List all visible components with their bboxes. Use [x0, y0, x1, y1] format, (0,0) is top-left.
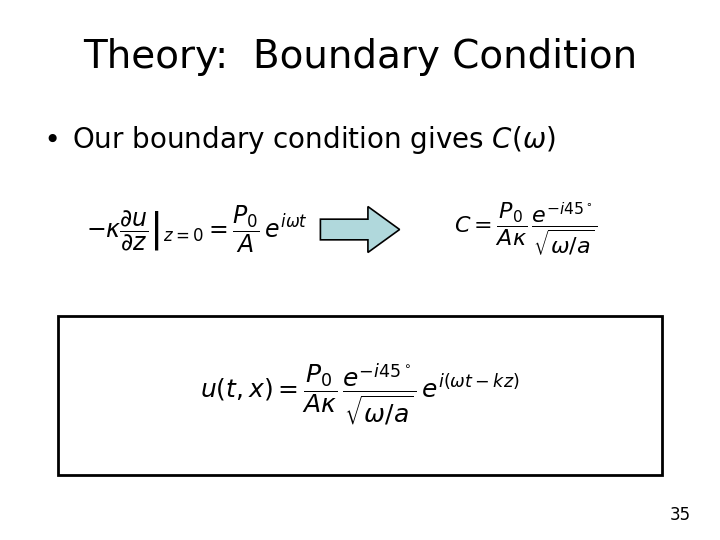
Text: $C = \dfrac{P_0}{A\kappa}\,\dfrac{e^{-i45^\circ}}{\sqrt{\omega/a}}$: $C = \dfrac{P_0}{A\kappa}\,\dfrac{e^{-i4… — [454, 200, 598, 259]
Text: Our boundary condition gives $C(\omega)$: Our boundary condition gives $C(\omega)$ — [72, 124, 556, 156]
Text: $-\kappa\left.\dfrac{\partial u}{\partial z}\right|_{z=0} = \dfrac{P_0}{A}\,e^{i: $-\kappa\left.\dfrac{\partial u}{\partia… — [86, 204, 308, 255]
FancyBboxPatch shape — [58, 316, 662, 475]
Text: Theory:  Boundary Condition: Theory: Boundary Condition — [83, 38, 637, 76]
Polygon shape — [320, 206, 400, 252]
Text: $u(t,x) = \dfrac{P_0}{A\kappa}\,\dfrac{e^{-i45^\circ}}{\sqrt{\omega/a}}\,e^{i(\o: $u(t,x) = \dfrac{P_0}{A\kappa}\,\dfrac{e… — [200, 361, 520, 427]
Text: $\bullet$: $\bullet$ — [43, 124, 58, 152]
Text: 35: 35 — [670, 506, 691, 524]
